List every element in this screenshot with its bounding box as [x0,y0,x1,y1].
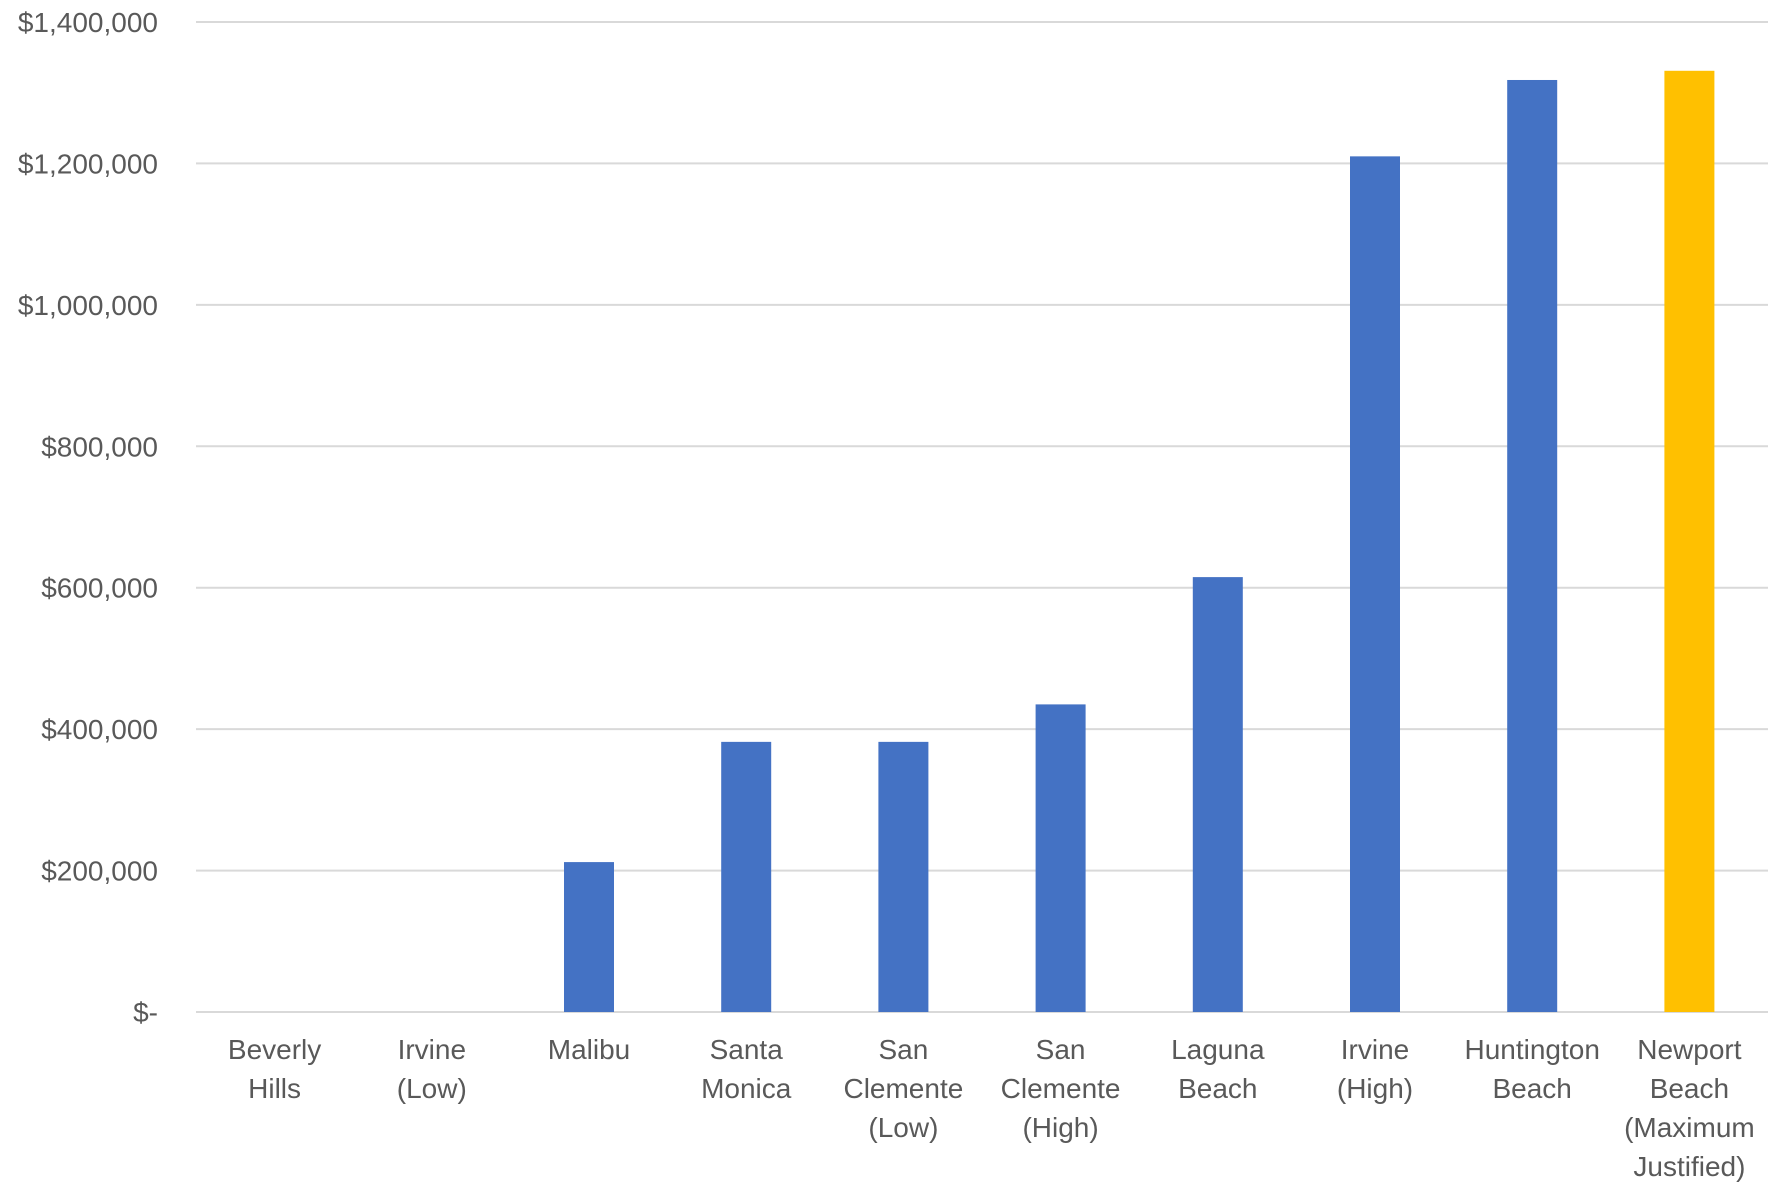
y-tick-label: $1,400,000 [18,7,158,38]
x-category-label: Laguna Beach [1171,1034,1265,1104]
x-category-label-line: Beach [1178,1073,1257,1104]
bar [878,741,929,1012]
x-category-label: Newport Beach (Maximum Justified) [1624,1034,1755,1182]
y-tick-label: $1,000,000 [18,290,158,321]
y-tick-label: $- [133,997,158,1028]
bar [1664,70,1715,1013]
bar [564,862,614,1012]
x-category-label-line: Clemente [843,1073,963,1104]
x-category-label-line: (High) [1337,1073,1413,1104]
bar [1350,156,1400,1012]
y-tick-label: $800,000 [41,431,158,462]
x-category-label-line: Santa [710,1034,784,1065]
x-category-label-line: Irvine [398,1034,466,1065]
x-category-label: Irvine (Low) [397,1034,467,1104]
y-axis-tick-labels: $- $200,000 $400,000 $600,000 $800,000 $1,000… [18,7,158,1028]
y-tick-label: $1,200,000 [18,148,158,179]
x-category-label: Irvine (High) [1337,1034,1413,1104]
x-category-label-line: Laguna [1171,1034,1265,1065]
x-category-label: San Clemente (High) [1001,1034,1121,1143]
x-category-label-line: Clemente [1001,1073,1121,1104]
y-tick-label: $400,000 [41,714,158,745]
x-category-label-line: (High) [1022,1112,1098,1143]
x-category-label: San Clemente (Low) [843,1034,963,1143]
x-category-label-line: Irvine [1341,1034,1409,1065]
x-category-label-line: Beverly [228,1034,321,1065]
x-category-label: Santa Monica [701,1034,792,1104]
x-category-label-line: Beach [1492,1073,1571,1104]
x-category-label-line: Justified) [1633,1151,1745,1182]
y-tick-label: $600,000 [41,573,158,604]
bars [564,70,1715,1013]
x-category-label-line: Monica [701,1073,792,1104]
x-category-label: Malibu [548,1034,630,1065]
bar [721,741,772,1012]
x-category-label-line: San [1036,1034,1086,1065]
gridlines [196,21,1768,1013]
x-category-label-line: Newport [1637,1034,1741,1065]
x-category-label-line: Beach [1650,1073,1729,1104]
x-category-label: Beverly Hills [228,1034,321,1104]
x-category-label-line: (Maximum [1624,1112,1755,1143]
y-tick-label: $200,000 [41,856,158,887]
x-category-label-line: (Low) [397,1073,467,1104]
x-category-label-line: (Low) [868,1112,938,1143]
x-category-label-line: Malibu [548,1034,630,1065]
bar [1192,577,1243,1012]
x-axis-category-labels: Beverly Hills Irvine (Low) Malibu Santa Monica… [228,1034,1755,1182]
x-category-label: Huntington Beach [1464,1034,1599,1104]
x-category-label-line: San [878,1034,928,1065]
x-category-label-line: Hills [248,1073,301,1104]
x-category-label-line: Huntington [1464,1034,1599,1065]
bar [1035,704,1086,1012]
bar [1507,79,1558,1012]
